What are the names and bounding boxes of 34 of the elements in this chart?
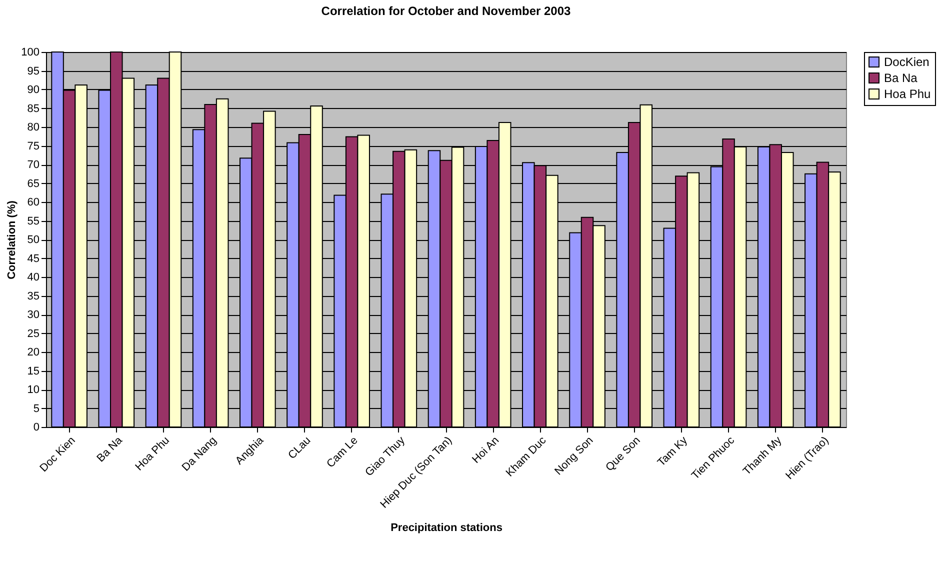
y-tick-label: 70 — [27, 159, 40, 171]
x-tick-label: Cam Le — [324, 434, 360, 470]
y-tick-label: 60 — [27, 196, 40, 208]
chart-title: Correlation for October and November 2003 — [321, 4, 572, 18]
legend-label: Ba Na — [884, 71, 918, 85]
legend-label: Hoa Phu — [884, 87, 931, 101]
y-tick-label: 10 — [27, 384, 40, 396]
y-tick-label: 100 — [21, 46, 40, 58]
y-tick-label: 35 — [27, 290, 40, 302]
y-tick-label: 30 — [27, 309, 40, 321]
x-tick-label: Ba Na — [94, 434, 126, 465]
x-tick-label: Tam Ky — [655, 434, 690, 469]
x-tick-label: Hoi An — [470, 434, 502, 466]
y-tick-label: 0 — [33, 422, 40, 434]
x-tick-label: Que Son — [604, 434, 643, 474]
y-tick-label: 15 — [27, 365, 40, 378]
legend-label: DocKien — [884, 55, 930, 69]
y-axis-title: Correlation (%) — [6, 200, 18, 280]
y-tick-label: 85 — [27, 102, 40, 115]
x-axis-title: Precipitation stations — [390, 522, 502, 534]
y-tick-label: 50 — [27, 234, 40, 246]
y-tick-label: 80 — [27, 122, 40, 134]
y-tick-label: 40 — [27, 272, 40, 284]
y-tick-label: 95 — [27, 65, 40, 78]
x-tick-label: Doc Kien — [38, 434, 78, 475]
y-tick-label: 75 — [27, 140, 40, 152]
y-tick-label: 55 — [27, 215, 40, 228]
y-tick-label: 65 — [27, 178, 40, 190]
y-tick-label: 25 — [27, 328, 40, 340]
y-tick-label: 20 — [27, 346, 40, 358]
y-tick-label: 5 — [33, 402, 40, 415]
x-tick-label: Hoa Phu — [133, 434, 172, 474]
y-tick-label: 45 — [27, 252, 40, 265]
y-tick-label: 90 — [27, 84, 40, 96]
